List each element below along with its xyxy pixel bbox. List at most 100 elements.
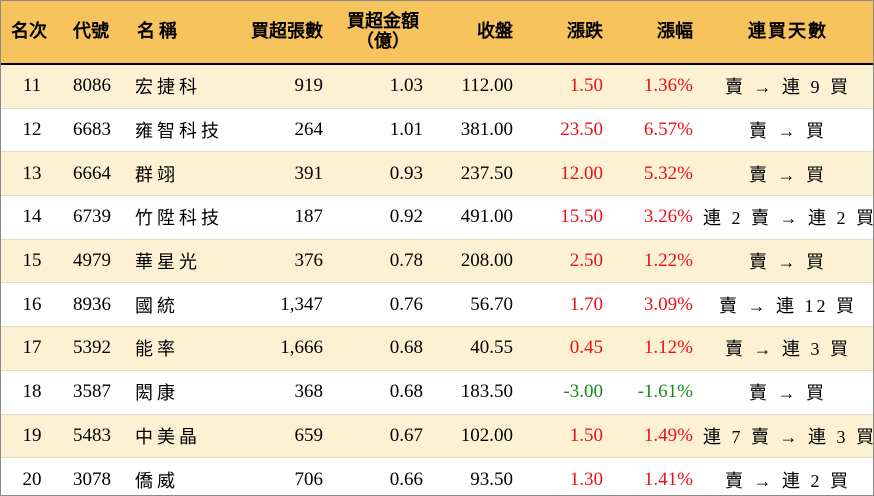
close-cell: 40.55 — [433, 326, 523, 371]
net-amount-cell: 0.93 — [333, 151, 433, 197]
net-amount-cell: 0.76 — [333, 282, 433, 328]
name-cell: 能率 — [123, 326, 233, 371]
streak-cell: 賣 → 買 — [703, 370, 873, 415]
code-cell: 3078 — [63, 457, 123, 495]
name-cell: 華星光 — [123, 239, 233, 284]
rank-cell: 11 — [1, 64, 63, 109]
header-net-amount-line2: （億） — [356, 31, 410, 52]
rank-cell: 12 — [1, 108, 63, 153]
change-cell: 1.50 — [523, 64, 613, 109]
net-lots-cell: 1,666 — [233, 326, 333, 371]
close-cell: 112.00 — [433, 64, 523, 109]
streak-cell: 賣 → 買 — [703, 108, 873, 153]
rank-cell: 15 — [1, 239, 63, 284]
rank-cell: 17 — [1, 326, 63, 371]
name-cell: 國統 — [123, 282, 233, 328]
net-lots-cell: 391 — [233, 151, 333, 197]
name-cell: 中美晶 — [123, 414, 233, 459]
net-amount-cell: 0.67 — [333, 414, 433, 459]
streak-cell: 賣 → 連 12 買 — [703, 282, 873, 328]
table-row: 13 6664 群翊 391 0.93 237.50 12.00 5.32% 賣 → 買 — [1, 151, 873, 197]
change-cell: 1.70 — [523, 282, 613, 328]
code-cell: 4979 — [63, 239, 123, 284]
change-pct-cell: 3.09% — [613, 282, 703, 328]
net-lots-cell: 1,347 — [233, 282, 333, 328]
table-row: 16 8936 國統 1,347 0.76 56.70 1.70 3.09% 賣 → 連 12 … — [1, 282, 873, 328]
header-close: 收盤 — [433, 1, 523, 65]
net-amount-cell: 0.68 — [333, 326, 433, 371]
header-streak: 連買天數 — [703, 1, 873, 65]
change-cell: 2.50 — [523, 239, 613, 284]
net-amount-cell: 1.01 — [333, 108, 433, 153]
close-cell: 381.00 — [433, 108, 523, 153]
code-cell: 5483 — [63, 414, 123, 459]
table-row: 11 8086 宏捷科 919 1.03 112.00 1.50 1.36% 賣 → 連 9 買 — [1, 64, 873, 109]
close-cell: 491.00 — [433, 195, 523, 240]
change-pct-cell: 3.26% — [613, 195, 703, 240]
code-cell: 8936 — [63, 282, 123, 328]
table-header-row: 名次 代號 名稱 買超張數 買超金額 （億） 收盤 漲跌 漲幅 連買天數 — [1, 1, 873, 65]
table-row: 12 6683 雍智科技 264 1.01 381.00 23.50 6.57% 賣 → 買 — [1, 108, 873, 153]
net-lots-cell: 919 — [233, 64, 333, 109]
close-cell: 56.70 — [433, 282, 523, 328]
change-cell: 23.50 — [523, 108, 613, 153]
change-cell: 0.45 — [523, 326, 613, 371]
net-amount-cell: 1.03 — [333, 64, 433, 109]
change-pct-cell: 1.22% — [613, 239, 703, 284]
change-cell: 1.30 — [523, 457, 613, 495]
name-cell: 宏捷科 — [123, 64, 233, 109]
change-cell: 15.50 — [523, 195, 613, 240]
table-row: 20 3078 僑威 706 0.66 93.50 1.30 1.41% 賣 → 連 2 買 — [1, 457, 873, 495]
header-rank: 名次 — [1, 1, 63, 65]
net-lots-cell: 187 — [233, 195, 333, 240]
name-cell: 閎康 — [123, 370, 233, 415]
rank-cell: 18 — [1, 370, 63, 415]
change-pct-cell: -1.61% — [613, 370, 703, 415]
change-cell: -3.00 — [523, 370, 613, 415]
close-cell: 183.50 — [433, 370, 523, 415]
change-cell: 12.00 — [523, 151, 613, 197]
code-cell: 6683 — [63, 108, 123, 153]
streak-cell: 賣 → 連 2 買 — [703, 457, 873, 495]
header-change: 漲跌 — [523, 1, 613, 65]
change-pct-cell: 1.49% — [613, 414, 703, 459]
net-lots-cell: 376 — [233, 239, 333, 284]
name-cell: 雍智科技 — [123, 108, 233, 153]
header-net-lots: 買超張數 — [233, 1, 333, 65]
header-name: 名稱 — [123, 1, 233, 65]
streak-cell: 賣 → 買 — [703, 151, 873, 197]
rank-cell: 13 — [1, 151, 63, 197]
table-row: 14 6739 竹陞科技 187 0.92 491.00 15.50 3.26% 連 2 賣 →… — [1, 195, 873, 240]
table-row: 19 5483 中美晶 659 0.67 102.00 1.50 1.49% 連 7 賣 → 連… — [1, 414, 873, 459]
header-code: 代號 — [63, 1, 123, 65]
rank-cell: 16 — [1, 282, 63, 328]
header-net-amount: 買超金額 （億） — [333, 1, 433, 65]
rank-cell: 14 — [1, 195, 63, 240]
rank-cell: 20 — [1, 457, 63, 495]
streak-cell: 連 2 賣 → 連 2 買 — [703, 195, 873, 240]
net-lots-cell: 368 — [233, 370, 333, 415]
close-cell: 102.00 — [433, 414, 523, 459]
close-cell: 237.50 — [433, 151, 523, 197]
table-body: 11 8086 宏捷科 919 1.03 112.00 1.50 1.36% 賣 → 連 9 買… — [1, 64, 873, 495]
change-pct-cell: 5.32% — [613, 151, 703, 197]
header-net-amount-line1: 買超金額 — [347, 11, 419, 32]
net-lots-cell: 706 — [233, 457, 333, 495]
code-cell: 6739 — [63, 195, 123, 240]
change-pct-cell: 1.36% — [613, 64, 703, 109]
rank-cell: 19 — [1, 414, 63, 459]
table-row: 18 3587 閎康 368 0.68 183.50 -3.00 -1.61% 賣 → 買 — [1, 370, 873, 415]
streak-cell: 賣 → 連 9 買 — [703, 64, 873, 109]
net-amount-cell: 0.66 — [333, 457, 433, 495]
code-cell: 3587 — [63, 370, 123, 415]
streak-cell: 賣 → 連 3 買 — [703, 326, 873, 371]
net-lots-cell: 264 — [233, 108, 333, 153]
net-amount-cell: 0.78 — [333, 239, 433, 284]
table-row: 17 5392 能率 1,666 0.68 40.55 0.45 1.12% 賣 → 連 3 買 — [1, 326, 873, 371]
code-cell: 8086 — [63, 64, 123, 109]
streak-cell: 連 7 賣 → 連 3 買 — [703, 414, 873, 459]
net-lots-cell: 659 — [233, 414, 333, 459]
name-cell: 僑威 — [123, 457, 233, 495]
